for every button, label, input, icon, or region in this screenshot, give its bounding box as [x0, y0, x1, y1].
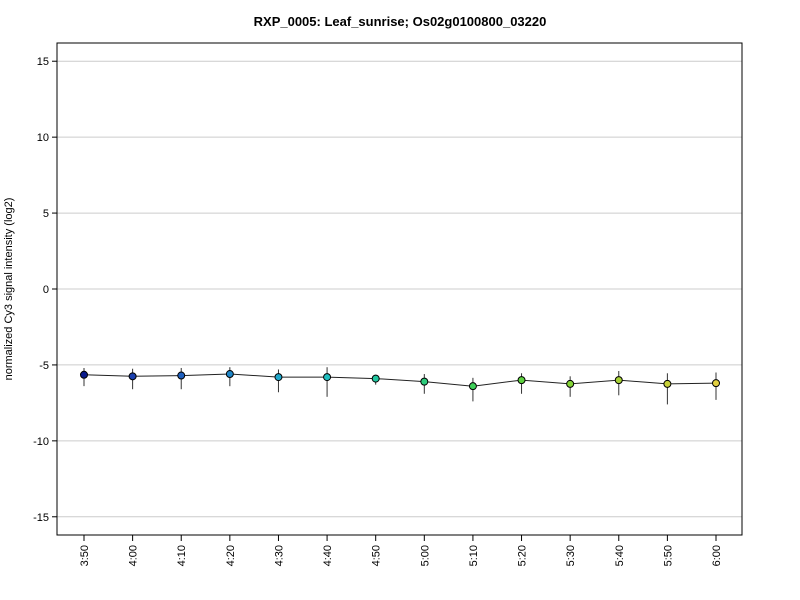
y-tick-label: -5 [39, 360, 49, 372]
data-point [517, 376, 526, 385]
data-point [371, 374, 380, 383]
x-tick-label: 4:20 [225, 545, 237, 566]
x-tick-label: 5:40 [614, 545, 626, 566]
data-point [663, 379, 672, 388]
x-tick-label: 4:40 [322, 545, 334, 566]
data-point [614, 376, 623, 385]
x-tick-label: 4:30 [273, 545, 285, 566]
chart-title: RXP_0005: Leaf_sunrise; Os02g0100800_032… [254, 14, 547, 29]
series-line [83, 373, 717, 387]
x-tick-label: 5:30 [565, 545, 577, 566]
data-point [323, 373, 332, 382]
y-tick-label: 15 [37, 56, 49, 68]
x-tick-label: 3:50 [79, 545, 91, 566]
x-tick-label: 5:20 [517, 545, 529, 566]
series [80, 367, 720, 405]
data-point [80, 370, 88, 379]
x-tick-label: 5:10 [468, 545, 480, 566]
y-tick-label: -15 [33, 512, 49, 524]
data-point [566, 379, 575, 388]
x-axis: 3:50 4:00 4:10 4:20 4:30 4:40 4:50 5:00 5:10 5:20… [79, 534, 723, 566]
grid [57, 60, 742, 518]
y-tick-label: 5 [43, 208, 49, 220]
x-tick-label: 4:10 [176, 545, 188, 566]
data-point [712, 379, 720, 388]
data-point [225, 370, 234, 379]
y-tick-label: -10 [33, 436, 49, 448]
plot-frame [56, 42, 743, 536]
data-point [468, 382, 477, 391]
data-point [128, 372, 137, 381]
data-point [177, 371, 186, 380]
x-tick-label: 4:00 [128, 545, 140, 566]
y-tick-label: 10 [37, 132, 49, 144]
x-tick-label: 6:00 [711, 545, 723, 566]
y-axis-label: normalized Cy3 signal intensity (log2) [3, 198, 15, 381]
data-point [420, 377, 429, 386]
y-tick-label: 0 [43, 284, 49, 296]
x-tick-label: 4:50 [371, 545, 383, 566]
y-axis: -15 -10 -5 0 5 10 15 [33, 56, 57, 524]
x-tick-label: 5:00 [419, 545, 431, 566]
x-tick-label: 5:50 [662, 545, 674, 566]
data-point [274, 373, 283, 382]
